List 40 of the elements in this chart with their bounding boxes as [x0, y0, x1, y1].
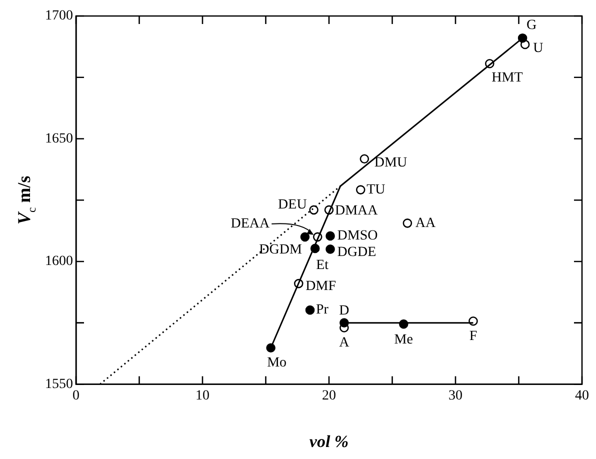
annotation: Me: [394, 332, 413, 348]
annotation: DMAA: [335, 204, 379, 219]
annotation: F: [469, 328, 478, 344]
x-axis-title: vol %: [309, 432, 349, 451]
point: [326, 244, 335, 254]
annotation: DMF: [306, 279, 336, 294]
annotation: Mo: [267, 356, 287, 371]
x-tick-label: 10: [196, 388, 210, 404]
point: [266, 343, 276, 353]
y-tick-label: 1600: [45, 254, 73, 270]
point: [309, 205, 318, 215]
point: [300, 232, 310, 242]
annotation: TU: [366, 182, 386, 198]
x-tick-label: 40: [575, 388, 589, 404]
annotation: DMU: [374, 156, 408, 171]
annotation: DGDM: [259, 242, 303, 258]
point: [360, 154, 370, 164]
annotation: G: [526, 18, 537, 33]
y-tick-label: 1550: [45, 376, 73, 392]
annotation: DGDE: [337, 244, 376, 260]
annotation: DEU: [278, 198, 307, 213]
annotation: HMT: [492, 70, 524, 86]
point: [326, 231, 335, 241]
point: [356, 185, 366, 194]
annotation: Pr: [316, 302, 329, 318]
annotation: Et: [316, 258, 329, 274]
annotation: D: [339, 304, 350, 319]
annotation: U: [533, 41, 544, 56]
y-tick-label: 1650: [45, 131, 73, 146]
y-tick-label: 1700: [45, 8, 73, 24]
annotation: DEAA: [230, 216, 270, 232]
annotation: DMSO: [337, 228, 378, 244]
x-tick-label: 0: [72, 388, 80, 404]
annotation: A: [339, 335, 350, 350]
point: [305, 305, 315, 315]
x-tick-label: 30: [448, 388, 462, 404]
y-axis-title: Vc m/s: [14, 176, 38, 224]
point: [402, 218, 412, 228]
annotation: AA: [415, 216, 437, 231]
x-tick-label: 20: [322, 388, 336, 404]
